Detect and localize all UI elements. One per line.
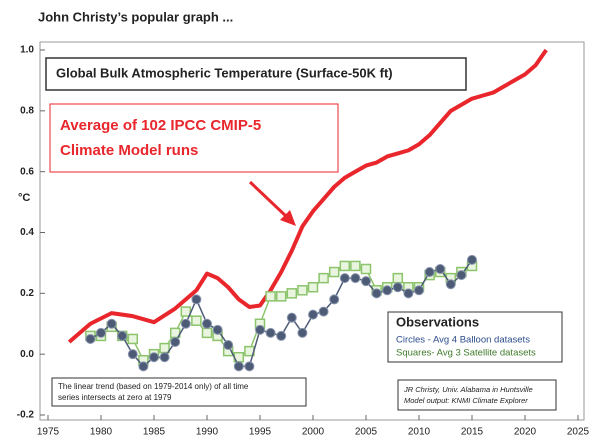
- satellite-point: [360, 263, 372, 275]
- title-box: [45, 57, 467, 91]
- balloon-point: [424, 267, 435, 278]
- balloon-point: [329, 294, 340, 305]
- series-line: [67, 48, 548, 344]
- credit: JR Christy, Univ. Alabama in Huntsville: [403, 385, 533, 394]
- credit: Model output: KNMI Climate Explorer: [404, 396, 528, 405]
- balloon-point: [318, 306, 329, 317]
- satellite-point: [127, 333, 139, 345]
- balloon-point: [180, 318, 191, 329]
- balloon-point: [403, 288, 414, 299]
- plot-layer: [67, 48, 548, 372]
- y-axis-label: °C: [18, 192, 30, 204]
- balloon-point: [255, 324, 265, 335]
- x-tick-label: 2000: [302, 427, 325, 438]
- balloon-point: [414, 285, 424, 296]
- balloon-point: [445, 279, 456, 290]
- note: series intersects at zero at 1979: [58, 393, 172, 402]
- balloon-point: [138, 361, 149, 372]
- satellite-point: [191, 315, 202, 326]
- balloon-point: [371, 288, 382, 299]
- y-tick-label: 0.8: [20, 105, 34, 116]
- balloon-point: [286, 312, 297, 323]
- balloon-point: [170, 337, 181, 347]
- y-tick-label: 0.0: [20, 349, 34, 360]
- balloon-point: [127, 349, 138, 360]
- x-tick-label: 1990: [196, 427, 219, 438]
- satellite-point: [392, 272, 404, 284]
- balloon-point: [244, 361, 255, 372]
- balloon-point: [117, 330, 128, 341]
- chart-title: John Christy’s popular graph ...: [38, 9, 233, 24]
- balloon-point: [361, 276, 371, 287]
- satellite-point: [339, 260, 351, 272]
- balloon-point: [191, 294, 202, 305]
- balloon-point: [159, 352, 170, 363]
- balloon-point: [435, 264, 446, 274]
- balloon-point: [96, 327, 106, 338]
- balloon-point: [350, 273, 361, 284]
- y-tick-label: 0.4: [20, 227, 34, 238]
- model-annotation: Average of 102 IPCC CMIP-5: [60, 117, 261, 134]
- x-tick-label: 1995: [249, 427, 272, 438]
- balloon-point: [382, 285, 393, 296]
- balloon-point: [456, 270, 467, 281]
- satellite-point: [350, 260, 361, 272]
- satellite-point: [265, 291, 276, 302]
- credit-box: [397, 379, 557, 411]
- x-tick-label: 2015: [461, 427, 484, 438]
- balloon-point: [276, 330, 287, 341]
- x-tick-label: 1975: [37, 427, 60, 438]
- y-tick-label: -0.2: [17, 410, 35, 421]
- satellite-point: [328, 266, 340, 278]
- balloon-point: [308, 309, 318, 320]
- annotation-arrow: [248, 180, 290, 220]
- balloon-point: [202, 318, 212, 329]
- balloon-point: [212, 324, 223, 335]
- satellite-point: [307, 282, 319, 293]
- box-title: Global Bulk Atmospheric Temperature (Sur…: [56, 65, 393, 80]
- balloon-point: [265, 327, 276, 338]
- legend-entry: Circles - Avg 4 Balloon datasets: [396, 335, 530, 346]
- balloon-point: [85, 333, 96, 344]
- balloon-point: [339, 273, 350, 284]
- legend-entry: Squares- Avg 3 Satellite datasets: [396, 348, 536, 359]
- x-tick-label: 1980: [90, 427, 113, 438]
- satellite-point: [318, 272, 329, 284]
- note: The linear trend (based on 1979-2014 onl…: [58, 382, 249, 391]
- legend-box: [387, 311, 563, 363]
- satellite-point: [275, 291, 287, 302]
- balloon-point: [233, 361, 244, 372]
- balloon-point: [223, 340, 234, 351]
- x-tick-label: 2020: [514, 427, 537, 438]
- x-tick-label: 2010: [408, 427, 431, 438]
- plot-frame: [39, 41, 585, 421]
- x-tick-label: 1985: [143, 427, 166, 438]
- balloon-point: [392, 282, 403, 293]
- annotation-box: [49, 103, 339, 173]
- balloon-point: [149, 352, 159, 363]
- satellite-point: [297, 285, 308, 296]
- y-tick-label: 0.2: [20, 288, 34, 299]
- arrow-head: [280, 210, 296, 226]
- note-box: [51, 377, 307, 407]
- x-tick-label: 2025: [567, 427, 590, 438]
- legend-title: Observations: [396, 314, 479, 329]
- x-tick-label: 2005: [355, 427, 378, 438]
- satellite-point: [201, 327, 213, 339]
- balloon-point: [106, 318, 117, 329]
- model-annotation: Climate Model runs: [60, 142, 198, 159]
- y-tick-label: 0.6: [20, 166, 34, 177]
- satellite-point: [159, 342, 170, 354]
- satellite-point: [286, 288, 298, 299]
- balloon-point: [467, 254, 477, 265]
- balloon-point: [297, 327, 308, 338]
- y-tick-label: 1.0: [20, 45, 34, 56]
